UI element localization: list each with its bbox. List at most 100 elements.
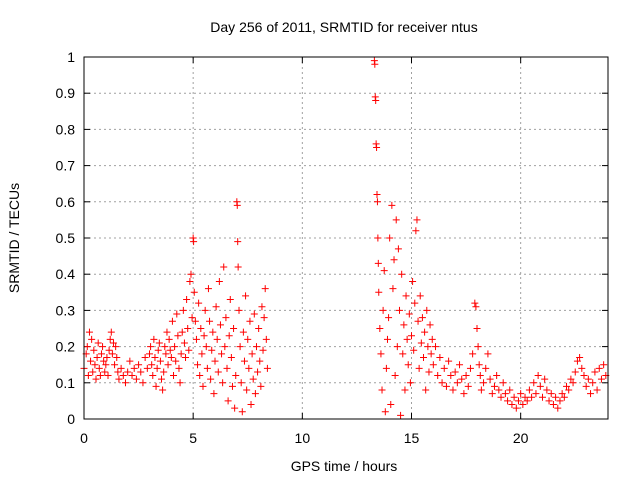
data-point [493, 372, 501, 380]
data-point [242, 292, 250, 300]
data-point [158, 375, 166, 383]
data-point [510, 393, 518, 401]
data-point [128, 372, 136, 380]
data-point [218, 350, 226, 358]
data-point [89, 368, 97, 376]
data-point [521, 393, 529, 401]
data-point [209, 328, 217, 336]
data-point [228, 382, 236, 390]
data-point [385, 314, 393, 322]
data-point [504, 397, 512, 405]
data-point [186, 277, 194, 285]
data-point [94, 339, 102, 347]
data-point [252, 343, 260, 351]
data-point [499, 379, 507, 387]
data-point [420, 353, 428, 361]
data-point [199, 382, 207, 390]
data-point [532, 390, 540, 398]
data-point [210, 390, 218, 398]
data-point [412, 227, 420, 235]
data-point [182, 353, 190, 361]
data-point [404, 361, 412, 369]
data-point [201, 306, 209, 314]
data-point [260, 314, 268, 322]
y-tick-label: 0.8 [56, 121, 76, 137]
data-point [573, 357, 581, 365]
data-point [216, 321, 224, 329]
data-point [436, 353, 444, 361]
y-tick-label: 0.5 [56, 230, 76, 246]
data-point [480, 379, 488, 387]
data-point [373, 198, 381, 206]
data-point [167, 353, 175, 361]
y-tick-label: 0 [67, 411, 75, 427]
data-point [163, 328, 171, 336]
data-point [165, 335, 173, 343]
data-point [211, 357, 219, 365]
x-tick-label: 20 [513, 430, 529, 446]
data-point [117, 364, 125, 372]
data-point [449, 386, 457, 394]
data-point [497, 393, 505, 401]
data-point [159, 386, 167, 394]
data-point [560, 393, 568, 401]
data-point [124, 368, 132, 376]
data-point [109, 339, 117, 347]
data-point [442, 382, 450, 390]
data-point [175, 364, 183, 372]
data-point [161, 343, 169, 351]
data-point [115, 375, 123, 383]
data-point [208, 346, 216, 354]
data-point [83, 343, 91, 351]
data-point [597, 375, 605, 383]
data-point [525, 386, 533, 394]
data-point [100, 357, 108, 365]
data-point [149, 372, 157, 380]
data-point [563, 382, 571, 390]
data-point [528, 393, 536, 401]
data-point [399, 350, 407, 358]
data-point [571, 368, 579, 376]
data-point [231, 404, 239, 412]
data-point [224, 397, 232, 405]
data-point [254, 368, 262, 376]
data-point [429, 361, 437, 369]
data-point [428, 335, 436, 343]
data-point [256, 357, 264, 365]
data-point [204, 285, 212, 293]
data-point [191, 317, 199, 325]
data-point [424, 343, 432, 351]
data-point [392, 216, 400, 224]
y-tick-label: 0.3 [56, 302, 76, 318]
data-point [225, 332, 233, 340]
data-point [198, 350, 206, 358]
data-point [177, 350, 185, 358]
data-point [578, 364, 586, 372]
data-point [104, 372, 112, 380]
data-point [425, 368, 433, 376]
data-point [456, 361, 464, 369]
data-point [413, 216, 421, 224]
data-point [374, 259, 382, 267]
data-point [184, 325, 192, 332]
data-point [584, 375, 592, 383]
data-point [464, 382, 472, 390]
data-point [147, 343, 155, 351]
data-point [248, 350, 256, 358]
data-point [371, 60, 379, 68]
data-point [519, 401, 527, 409]
y-axis-ticks: 0 0.1 0.2 0.3 0.4 0.5 0.6 0.7 0.8 0.9 1 [56, 49, 608, 427]
data-point [170, 372, 178, 380]
data-point [409, 277, 417, 285]
data-point [187, 270, 195, 278]
data-point [486, 375, 494, 383]
data-point [214, 368, 222, 376]
data-point [130, 364, 138, 372]
data-point [180, 339, 188, 347]
data-point [156, 357, 164, 365]
data-point [569, 379, 577, 387]
data-point [151, 353, 159, 361]
data-point [552, 393, 560, 401]
data-point [213, 335, 221, 343]
data-point [188, 314, 196, 322]
